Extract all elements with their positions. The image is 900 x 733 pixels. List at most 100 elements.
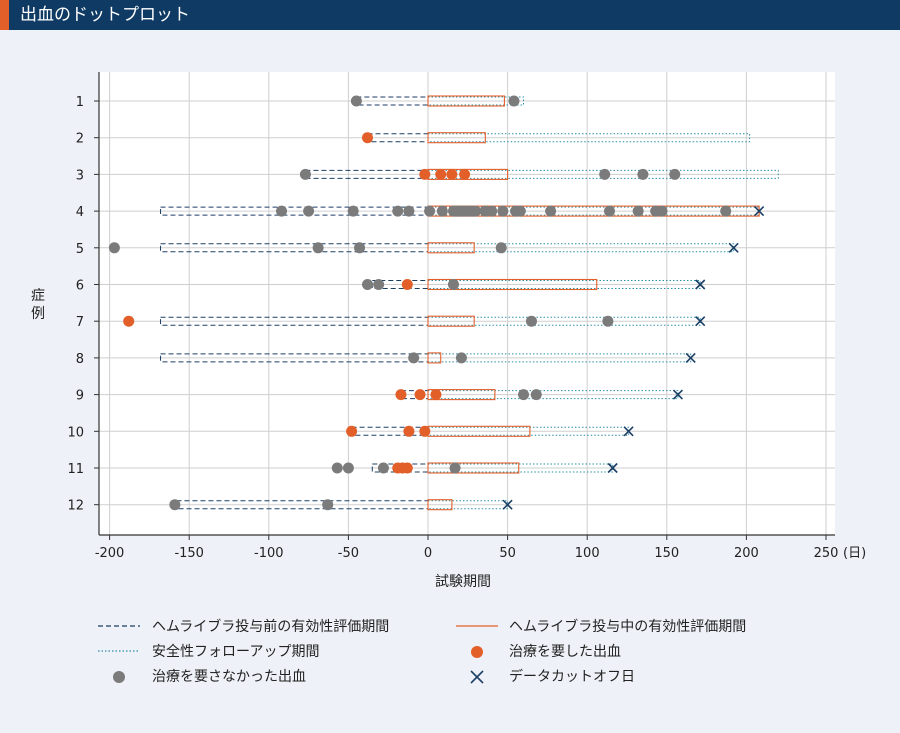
treated-bleed-point (401, 462, 413, 474)
cutoff-marker-stroke (672, 389, 684, 400)
untreated-bleed-point (449, 462, 461, 474)
untreated-bleed-point (303, 205, 315, 217)
cutoff-marker-stroke (695, 279, 706, 290)
x-axis-label: 試験期間 (435, 574, 491, 590)
cutoff-marker (502, 499, 513, 510)
y-tick-label: 9 (76, 389, 84, 404)
y-tick-label: 5 (76, 242, 84, 257)
cutoff-marker (695, 279, 706, 290)
untreated-bleed-point (508, 95, 520, 107)
cutoff-marker-stroke (728, 242, 739, 253)
treated-bleed-point (430, 389, 442, 401)
treated-bleed-point (419, 168, 431, 180)
cutoff-marker-stroke (502, 499, 513, 510)
untreated-bleed-point (373, 279, 385, 290)
untreated-bleed-point (455, 352, 467, 364)
treated-bleed-point (401, 279, 413, 290)
x-tick-label: 200 (734, 546, 759, 561)
untreated-bleed-point (603, 205, 615, 217)
case-row-12 (169, 499, 513, 511)
y-tick-label: 4 (76, 205, 84, 220)
untreated-bleed-point (497, 205, 509, 217)
cutoff-marker-stroke (695, 316, 706, 327)
x-tick-label: -50 (338, 546, 359, 561)
untreated-bleed-point (514, 205, 526, 217)
untreated-bleed-point (354, 242, 366, 254)
case-row-11 (331, 462, 618, 474)
x-tick-label: -200 (95, 546, 125, 561)
x-tick-label: 50 (499, 546, 516, 561)
treated-bleed-point (346, 425, 358, 437)
untreated-bleed-point (518, 389, 530, 401)
cutoff-marker-stroke (754, 206, 765, 217)
treated-bleed-point (446, 168, 458, 180)
case-row-8 (160, 352, 696, 364)
untreated-bleed-point (276, 205, 288, 217)
untreated-bleed-point (347, 205, 359, 217)
untreated-bleed-point (408, 352, 420, 364)
cutoff-marker-stroke (607, 462, 618, 474)
x-tick-label: 250 (814, 546, 839, 561)
untreated-bleed-point (599, 168, 611, 180)
cutoff-marker-stroke (623, 426, 634, 437)
untreated-bleed-point (436, 205, 448, 217)
x-unit-label: (日) (843, 546, 866, 561)
treated-bleed-point (403, 425, 415, 437)
untreated-bleed-point (312, 242, 324, 254)
pre-period-bar (160, 206, 429, 216)
untreated-bleed-point (392, 205, 404, 217)
y-tick-label: 8 (76, 352, 84, 367)
cutoff-marker (695, 316, 706, 327)
untreated-bleed-point (108, 242, 120, 254)
untreated-bleed-point (669, 168, 681, 180)
untreated-bleed-point (362, 279, 374, 290)
case-row-6 (362, 278, 706, 291)
case-row-4 (160, 205, 765, 217)
cutoff-marker (623, 426, 634, 437)
untreated-bleed-point (470, 205, 482, 217)
untreated-bleed-point (350, 95, 362, 107)
y-tick-label: 2 (76, 132, 84, 147)
x-tick-label: -100 (254, 546, 284, 561)
pre-period-bar (160, 353, 429, 363)
untreated-bleed-point (720, 205, 732, 217)
cutoff-marker (685, 352, 696, 363)
follow-period-bar (427, 206, 760, 216)
cutoff-marker (607, 462, 618, 474)
case-row-1 (350, 95, 525, 107)
untreated-bleed-point (331, 462, 343, 474)
cutoff-marker (754, 206, 765, 217)
on-period-bar (427, 242, 475, 254)
on-period-bar (427, 462, 520, 474)
case-row-3 (299, 168, 779, 180)
untreated-bleed-point (447, 279, 459, 290)
x-tick-label: 150 (654, 546, 679, 561)
untreated-bleed-point (342, 462, 354, 474)
y-tick-label: 1 (76, 95, 84, 110)
untreated-bleed-point (656, 205, 668, 217)
case-row-9 (395, 389, 684, 401)
treated-bleed-point (435, 168, 447, 180)
treated-bleed-point (123, 315, 135, 327)
page-title: 出血のドットプロット (20, 5, 190, 25)
y-tick-label: 11 (67, 462, 84, 477)
header-accent-bar (0, 0, 9, 30)
cutoff-marker-stroke (685, 352, 696, 363)
on-period-bar (427, 499, 453, 511)
follow-period-bar (427, 500, 509, 510)
untreated-bleed-point (299, 168, 311, 180)
on-period-bar (427, 389, 496, 401)
on-period-bar (427, 352, 442, 364)
untreated-bleed-point (486, 205, 498, 217)
y-axis-label-char: 症 (31, 288, 45, 304)
cutoff-marker (728, 242, 739, 253)
untreated-bleed-point (403, 205, 415, 217)
on-period-bar (427, 132, 486, 144)
x-tick-label: 0 (424, 546, 432, 561)
x-tick-label: 100 (575, 546, 600, 561)
untreated-bleed-point (322, 499, 334, 511)
on-period-bar (427, 95, 505, 107)
on-period-bar (427, 315, 475, 327)
treated-bleed-point (414, 389, 426, 401)
y-tick-label: 3 (76, 168, 84, 183)
